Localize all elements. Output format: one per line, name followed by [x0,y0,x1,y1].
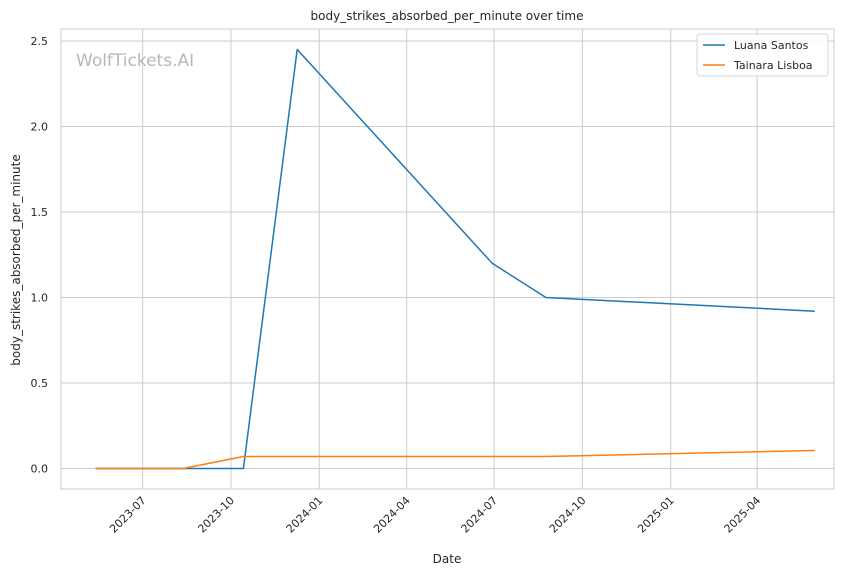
x-tick-label: 2024-07 [458,494,500,536]
y-tick-label: 2.0 [31,120,49,133]
grid [61,29,834,489]
y-axis-ticks: 0.0 0.5 1.0 1.5 2.0 2.5 [31,35,49,476]
x-tick-label: 2024-04 [371,494,413,536]
series-line-1 [95,48,815,470]
chart-title: body_strikes_absorbed_per_minute over ti… [311,9,584,23]
x-tick-label: 2024-01 [284,494,326,536]
x-tick-label: 2024-10 [547,494,589,536]
legend-label: Luana Santos [734,39,809,52]
legend-box [696,33,829,77]
x-axis-label: Date [433,552,462,566]
x-axis-ticks: 2023-07 2023-10 2024-01 2024-04 2024-07 2024-… [107,494,763,536]
series-line-2 [95,449,815,470]
plot-area-frame [60,28,835,490]
x-tick-label: 2025-01 [635,494,677,536]
y-tick-label: 1.0 [31,291,49,304]
y-tick-label: 0.5 [31,377,49,390]
series [95,48,815,470]
y-tick-label: 0.0 [31,462,49,475]
legend: Luana Santos Tainara Lisboa [696,33,829,77]
y-tick-label: 2.5 [31,35,49,48]
y-axis-label: body_strikes_absorbed_per_minute [9,154,23,365]
x-tick-label: 2023-10 [195,494,237,536]
y-tick-label: 1.5 [31,206,49,219]
x-tick-label: 2023-07 [107,494,149,536]
x-tick-label: 2025-04 [722,494,764,536]
watermark-text: WolfTickets.AI [76,51,194,71]
legend-label: Tainara Lisboa [733,59,813,72]
